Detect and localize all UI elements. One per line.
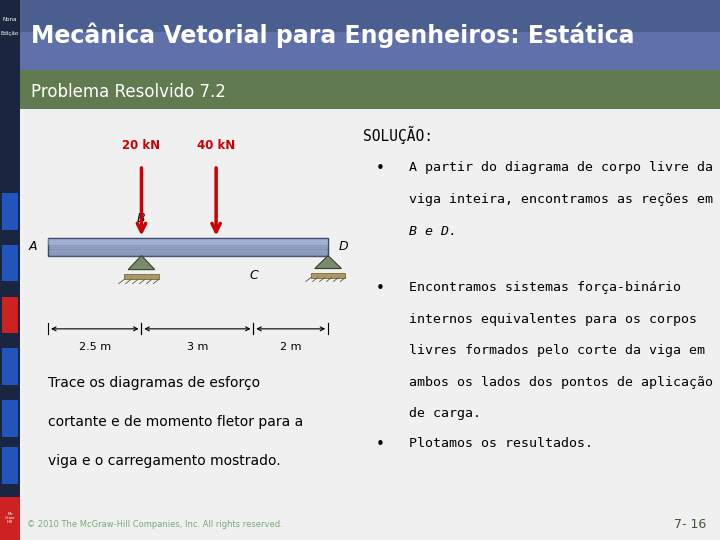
Text: livres formados pelo corte da viga em: livres formados pelo corte da viga em — [408, 345, 705, 357]
Text: •: • — [376, 161, 385, 176]
Text: Problema Resolvido 7.2: Problema Resolvido 7.2 — [31, 83, 226, 100]
Text: viga e o carregamento mostrado.: viga e o carregamento mostrado. — [48, 454, 281, 468]
Text: ambos os lados dos pontos de aplicação: ambos os lados dos pontos de aplicação — [408, 376, 713, 389]
Text: Edição: Edição — [1, 31, 19, 36]
Bar — [48, 239, 328, 245]
Bar — [48, 238, 328, 255]
Text: A partir do diagrama de corpo livre da: A partir do diagrama de corpo livre da — [408, 161, 713, 174]
Bar — [124, 274, 158, 279]
Text: •: • — [376, 281, 385, 296]
Bar — [2, 348, 18, 385]
Bar — [0, 0, 720, 31]
Polygon shape — [315, 255, 341, 268]
Text: internos equivalentes para os corpos: internos equivalentes para os corpos — [408, 313, 696, 326]
Text: viga inteira, encontramos as reções em: viga inteira, encontramos as reções em — [408, 193, 713, 206]
Text: Mecânica Vetorial para Engenheiros: Estática: Mecânica Vetorial para Engenheiros: Está… — [31, 22, 634, 48]
Text: A: A — [29, 240, 37, 253]
Bar — [2, 400, 18, 436]
Text: 3 m: 3 m — [186, 342, 208, 352]
Bar — [2, 245, 18, 281]
Bar — [0, 497, 20, 540]
Bar — [0, 0, 20, 70]
Text: 7- 16: 7- 16 — [674, 518, 706, 531]
Text: D: D — [338, 240, 348, 253]
Text: cortante e de momento fletor para a: cortante e de momento fletor para a — [48, 415, 303, 429]
Bar — [2, 447, 18, 484]
Text: Trace os diagramas de esforço: Trace os diagramas de esforço — [48, 376, 260, 390]
Text: Encontramos sistemas força-binário: Encontramos sistemas força-binário — [408, 281, 680, 294]
Bar — [0, 70, 20, 109]
Text: Mc
Graw
Hill: Mc Graw Hill — [5, 512, 15, 524]
Text: © 2010 The McGraw-Hill Companies, Inc. All rights reserved.: © 2010 The McGraw-Hill Companies, Inc. A… — [27, 519, 283, 529]
Text: 2 m: 2 m — [280, 342, 302, 352]
Bar — [311, 273, 346, 278]
Text: 2.5 m: 2.5 m — [78, 342, 111, 352]
Text: B e D.: B e D. — [408, 225, 456, 239]
Text: B: B — [137, 212, 145, 225]
Text: de carga.: de carga. — [408, 407, 480, 420]
Text: Nona: Nona — [3, 17, 17, 22]
Text: Plotamos os resultados.: Plotamos os resultados. — [408, 436, 593, 450]
Text: 20 kN: 20 kN — [122, 139, 161, 152]
Bar — [2, 296, 18, 333]
Text: C: C — [249, 268, 258, 281]
Text: SOLUÇÃO:: SOLUÇÃO: — [363, 126, 433, 144]
Text: 40 kN: 40 kN — [197, 139, 235, 152]
Bar — [2, 193, 18, 230]
Polygon shape — [128, 255, 155, 269]
Text: •: • — [376, 436, 385, 451]
